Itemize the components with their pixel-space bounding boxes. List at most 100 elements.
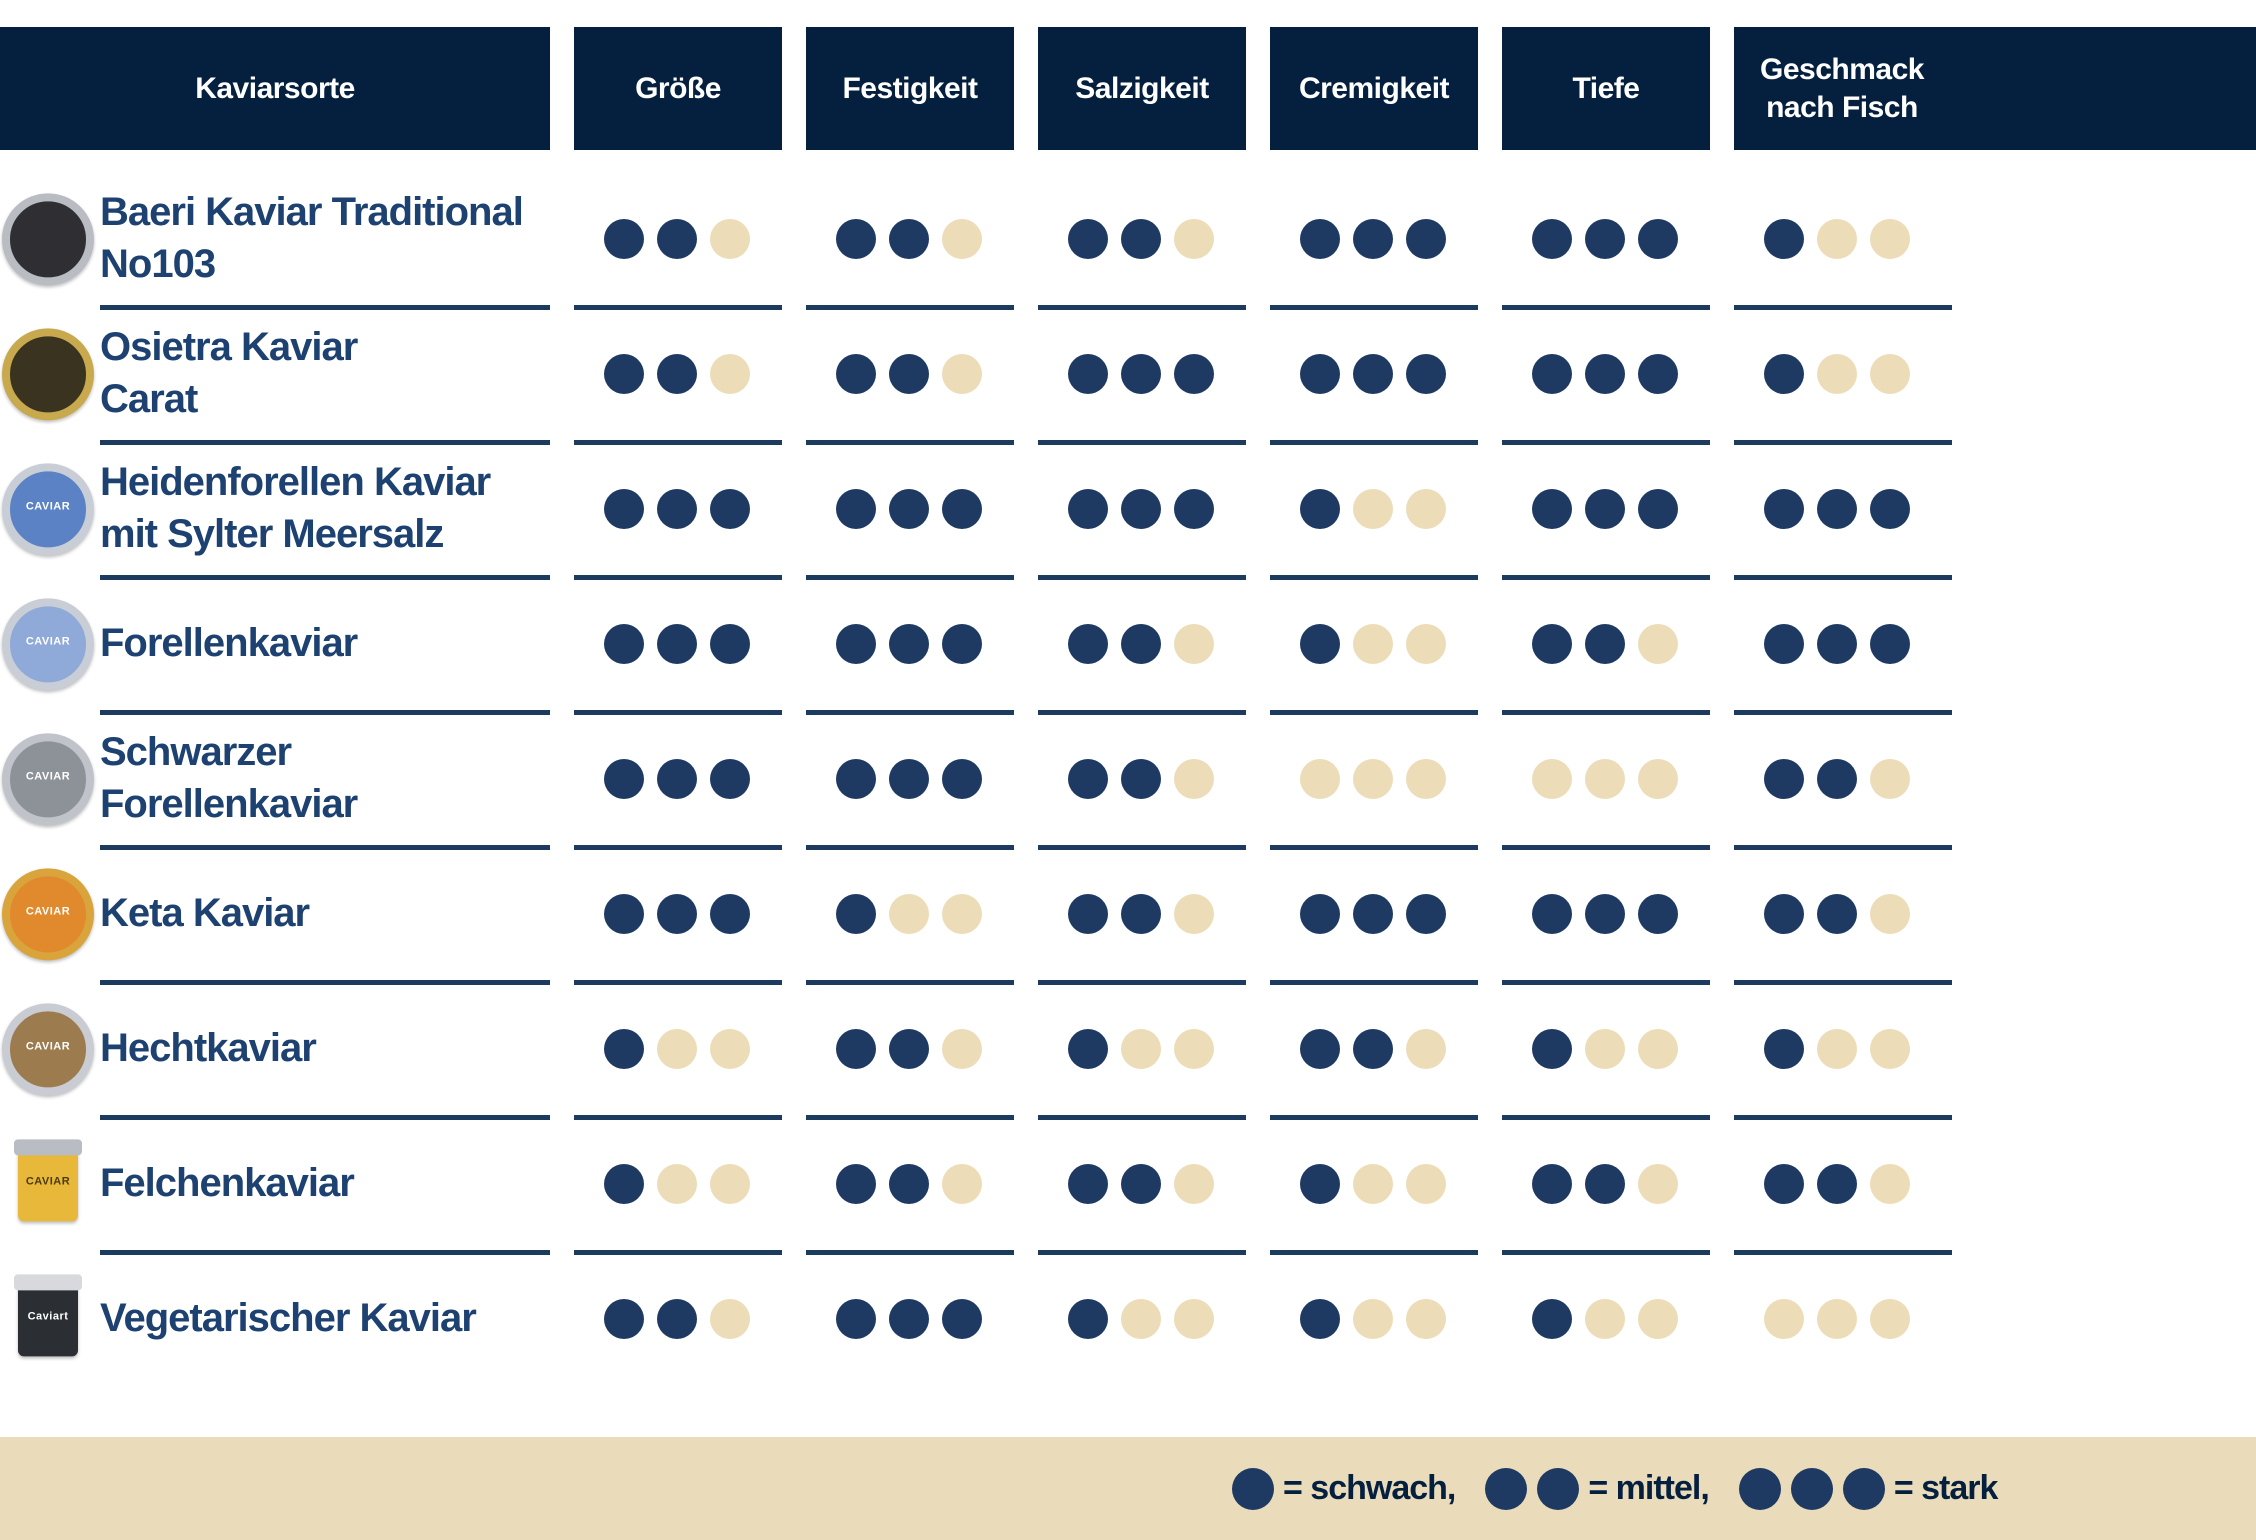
legend-dot-filled — [1790, 1467, 1833, 1510]
rating-dots — [836, 310, 982, 437]
rating-dot-filled — [1300, 353, 1340, 394]
rating-dot-empty — [1406, 758, 1446, 799]
rating-dot-empty — [1174, 758, 1214, 799]
rating-cell — [1502, 445, 1710, 580]
rating-cell — [1502, 985, 1710, 1120]
rating-dot-filled — [1121, 353, 1161, 394]
rating-cell — [1038, 445, 1246, 580]
table-row: CAVIAR Felchenkaviar — [0, 1120, 2256, 1255]
rating-dot-filled — [1532, 623, 1572, 664]
rating-cell — [806, 175, 1014, 310]
row-divider — [1734, 710, 1952, 715]
rating-dot-empty — [1870, 893, 1910, 934]
rating-dot-filled — [889, 1298, 929, 1339]
rating-dot-filled — [710, 758, 750, 799]
rating-dot-empty — [1406, 1163, 1446, 1204]
row-divider — [100, 845, 550, 850]
rating-dot-filled — [836, 353, 876, 394]
row-divider — [1734, 1250, 1952, 1255]
rating-cell — [574, 715, 782, 850]
product-name: Baeri Kaviar Traditional No103 — [100, 190, 524, 286]
rating-dot-filled — [1585, 488, 1625, 529]
legend-dot-filled — [1232, 1467, 1274, 1510]
product-icon-label: Caviart — [27, 1310, 69, 1323]
ratings-table: Baeri Kaviar Traditional No103 Osietra Ka… — [0, 175, 2256, 1390]
rating-dot-filled — [1532, 488, 1572, 529]
product-icon-label: CAVIAR — [25, 635, 71, 648]
rating-dot-filled — [1353, 1028, 1393, 1069]
rating-dots — [1300, 715, 1446, 842]
rating-cell — [1038, 985, 1246, 1120]
rating-dots — [836, 715, 982, 842]
rating-cell — [806, 850, 1014, 985]
rating-dot-filled — [1764, 758, 1804, 799]
rating-dot-filled — [604, 353, 644, 394]
rating-cell — [806, 1255, 1014, 1390]
rating-cell — [1502, 580, 1710, 715]
rating-dot-filled — [1585, 623, 1625, 664]
rating-cell — [1270, 715, 1478, 850]
rating-dots — [1532, 850, 1678, 977]
rating-dot-empty — [889, 893, 929, 934]
rating-dot-filled — [1121, 1163, 1161, 1204]
product-icon-label: CAVIAR — [25, 905, 71, 918]
row-divider — [1270, 980, 1478, 985]
rating-dot-empty — [1353, 1298, 1393, 1339]
row-divider — [574, 305, 782, 310]
rating-cell — [1734, 310, 2256, 445]
row-divider — [574, 710, 782, 715]
rating-cell — [1734, 985, 2256, 1120]
header-kaviarsorte: Kaviarsorte — [0, 27, 550, 150]
rating-dot-empty — [1638, 1163, 1678, 1204]
rating-cell — [1270, 985, 1478, 1120]
row-divider — [100, 710, 550, 715]
header-tiefe: Tiefe — [1502, 27, 1710, 150]
row-divider — [1734, 845, 1952, 850]
rating-dot-empty — [1174, 218, 1214, 259]
rating-dot-filled — [604, 488, 644, 529]
rating-dot-filled — [657, 893, 697, 934]
rating-cell — [1502, 175, 1710, 310]
rating-dots — [1532, 715, 1678, 842]
legend-label: = mittel, — [1588, 1469, 1709, 1507]
rating-dots — [1532, 175, 1678, 302]
row-divider — [100, 575, 550, 580]
rating-dot-filled — [1068, 1298, 1108, 1339]
rating-cell — [574, 175, 782, 310]
rating-dots — [1300, 175, 1446, 302]
rating-cell — [1502, 1255, 1710, 1390]
rating-dot-filled — [1300, 1028, 1340, 1069]
rating-dot-filled — [1532, 353, 1572, 394]
rating-dot-empty — [942, 1163, 982, 1204]
rating-dot-filled — [1406, 893, 1446, 934]
rating-dots — [1300, 1120, 1446, 1247]
rating-dot-empty — [942, 218, 982, 259]
rating-dot-filled — [1764, 1028, 1804, 1069]
row-divider — [1270, 1115, 1478, 1120]
rating-dot-filled — [1121, 893, 1161, 934]
rating-dots — [1068, 985, 1214, 1112]
product-tin-icon — [2, 327, 94, 420]
product-cell: Caviart Vegetarischer Kaviar — [0, 1255, 550, 1390]
rating-dot-filled — [1764, 218, 1804, 259]
rating-dot-empty — [1353, 623, 1393, 664]
rating-cell — [806, 1120, 1014, 1255]
rating-cell — [1038, 580, 1246, 715]
row-divider — [1038, 710, 1246, 715]
product-cell: Osietra Kaviar Carat — [0, 310, 550, 445]
rating-dot-filled — [1870, 623, 1910, 664]
product-tin-icon: CAVIAR — [2, 1002, 94, 1095]
row-divider — [1502, 710, 1710, 715]
rating-cell — [1038, 175, 1246, 310]
row-divider — [806, 1115, 1014, 1120]
rating-dot-empty — [1870, 1163, 1910, 1204]
rating-cell — [1734, 850, 2256, 985]
rating-dot-filled — [942, 1298, 982, 1339]
header-cremigkeit: Cremigkeit — [1270, 27, 1478, 150]
rating-dot-filled — [1817, 488, 1857, 529]
legend-label: = stark — [1893, 1469, 1999, 1507]
rating-dot-empty — [1406, 1298, 1446, 1339]
rating-dots — [1068, 1120, 1214, 1247]
rating-dot-filled — [657, 623, 697, 664]
rating-dots — [1068, 715, 1214, 842]
